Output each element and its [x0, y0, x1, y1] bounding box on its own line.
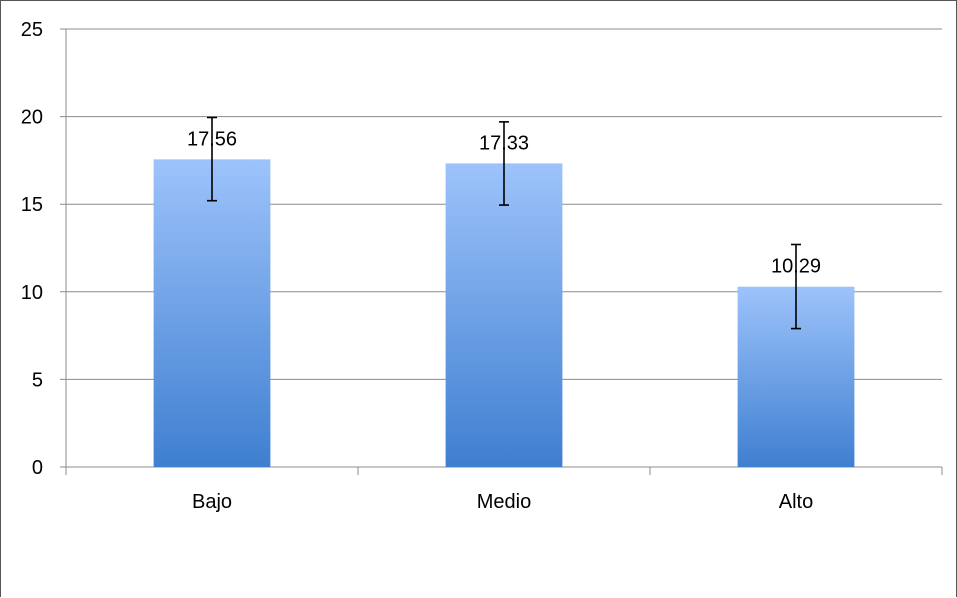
x-category-label: Alto	[779, 491, 813, 513]
y-tick-label: 20	[21, 107, 43, 129]
bar-medio	[445, 163, 563, 467]
y-tick-label: 0	[32, 457, 43, 479]
error-bar-bajo	[207, 116, 217, 202]
y-tick-label: 15	[21, 194, 43, 216]
bar-bajo	[153, 159, 271, 467]
x-category-label: Bajo	[192, 491, 232, 513]
error-bar-alto	[791, 243, 801, 330]
error-bar-medio	[499, 121, 509, 206]
bars	[153, 116, 855, 467]
y-tick-label: 25	[21, 19, 43, 41]
x-category-label: Medio	[477, 491, 531, 513]
y-tick-label: 5	[32, 369, 43, 391]
y-tick-label: 10	[21, 282, 43, 304]
